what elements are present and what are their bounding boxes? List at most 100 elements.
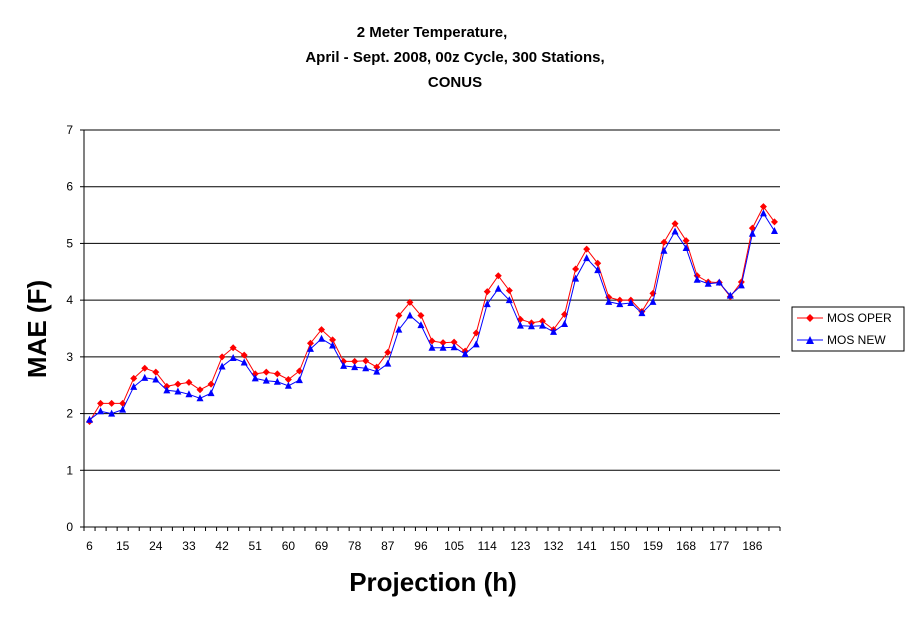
series-line-mos-oper [89, 205, 775, 422]
data-point-mos-new [119, 405, 127, 413]
data-point-mos-new [439, 343, 447, 351]
series [86, 203, 778, 426]
y-tick-label: 6 [66, 180, 73, 194]
data-point-mos-new [229, 353, 237, 361]
data-point-mos-oper [483, 288, 491, 296]
data-point-mos-new [306, 344, 314, 352]
data-point-mos-new [693, 275, 701, 283]
y-tick-labels: 0 1 2 3 4 5 6 7 [66, 123, 73, 534]
chart-title-line-2: April - Sept. 2008, 00z Cycle, 300 Stati… [305, 49, 604, 66]
data-point-mos-oper [505, 287, 513, 295]
x-tick-label: 132 [544, 539, 564, 553]
x-tick-label: 159 [643, 539, 663, 553]
data-point-mos-new [86, 415, 94, 423]
data-point-mos-new [384, 359, 392, 367]
legend: MOS OPER MOS NEW [791, 306, 905, 352]
data-point-mos-new [583, 254, 591, 262]
data-point-mos-oper [428, 337, 436, 345]
data-point-mos-new [218, 362, 226, 370]
data-point-mos-oper [417, 311, 425, 319]
data-point-mos-oper [196, 386, 204, 394]
data-point-mos-oper [494, 272, 502, 280]
x-tick-label: 51 [249, 539, 263, 553]
data-point-mos-new [594, 266, 602, 274]
data-point-mos-new [196, 394, 204, 402]
data-point-mos-new [494, 284, 502, 292]
x-tick-label: 96 [414, 539, 428, 553]
data-point-mos-oper [229, 344, 237, 352]
data-point-mos-oper [373, 363, 381, 371]
data-point-mos-new [284, 381, 292, 389]
data-point-mos-oper [97, 399, 105, 407]
data-point-mos-oper [284, 376, 292, 384]
data-point-mos-new [538, 321, 546, 329]
data-point-mos-oper [152, 368, 160, 376]
x-tick-label: 42 [215, 539, 229, 553]
data-point-mos-new [638, 309, 646, 317]
data-point-mos-new [759, 209, 767, 217]
data-point-mos-oper [295, 367, 303, 375]
data-point-mos-new [108, 409, 116, 417]
x-tick-label: 141 [577, 539, 597, 553]
data-point-mos-new [351, 363, 359, 371]
x-axis-label: Projection (h) [349, 567, 517, 597]
data-point-mos-new [329, 341, 337, 349]
data-point-mos-new [704, 279, 712, 287]
data-point-mos-new [561, 319, 569, 327]
data-point-mos-new [550, 327, 558, 335]
data-point-mos-oper [583, 245, 591, 253]
data-point-mos-new [174, 387, 182, 395]
data-point-mos-oper [384, 348, 392, 356]
data-point-mos-new [671, 227, 679, 235]
data-point-mos-new [130, 382, 138, 390]
data-point-mos-oper [406, 298, 414, 306]
x-tick-label: 69 [315, 539, 329, 553]
data-point-mos-new [748, 229, 756, 237]
y-tick-label: 5 [66, 236, 73, 250]
data-point-mos-new [207, 389, 215, 397]
data-point-mos-oper [273, 370, 281, 378]
legend-new-marker [806, 336, 814, 344]
data-point-mos-new [428, 343, 436, 351]
data-point-mos-new [649, 297, 657, 305]
chart-title-line-3: CONUS [428, 74, 482, 91]
data-point-mos-new [152, 375, 160, 383]
y-tick-label: 4 [66, 293, 73, 307]
data-point-mos-oper [594, 259, 602, 267]
x-tick-label: 177 [709, 539, 729, 553]
data-point-mos-new [395, 325, 403, 333]
x-tick-label: 33 [182, 539, 196, 553]
data-point-mos-new [527, 322, 535, 330]
axes [80, 129, 781, 531]
data-point-mos-oper [770, 218, 778, 226]
data-point-mos-new [240, 358, 248, 366]
y-tick-label: 7 [66, 123, 73, 137]
x-tick-label: 186 [742, 539, 762, 553]
y-tick-label: 0 [66, 520, 73, 534]
data-point-mos-new [605, 297, 613, 305]
data-point-mos-new [262, 376, 270, 384]
data-point-mos-new [483, 300, 491, 308]
data-point-mos-new [726, 291, 734, 299]
x-tick-labels: 6 15 24 33 42 51 60 69 78 87 96 105 114 123 132 141 150 1… [86, 539, 763, 553]
data-point-mos-new [505, 296, 513, 304]
data-point-mos-new [770, 226, 778, 234]
data-point-mos-new [737, 281, 745, 289]
gridlines [84, 129, 780, 471]
x-tick-label: 78 [348, 539, 362, 553]
data-point-mos-new [516, 321, 524, 329]
data-point-mos-oper [671, 220, 679, 228]
data-point-mos-new [406, 311, 414, 319]
data-point-mos-oper [572, 265, 580, 273]
data-point-mos-new [251, 374, 259, 382]
data-point-mos-new [295, 376, 303, 384]
data-point-mos-oper [240, 351, 248, 359]
y-tick-label: 3 [66, 350, 73, 364]
x-tick-label: 168 [676, 539, 696, 553]
x-tick-label: 114 [478, 539, 497, 553]
legend-oper-label: MOS OPER [827, 311, 892, 325]
x-tick-label: 87 [381, 539, 395, 553]
data-point-mos-oper [439, 339, 447, 347]
